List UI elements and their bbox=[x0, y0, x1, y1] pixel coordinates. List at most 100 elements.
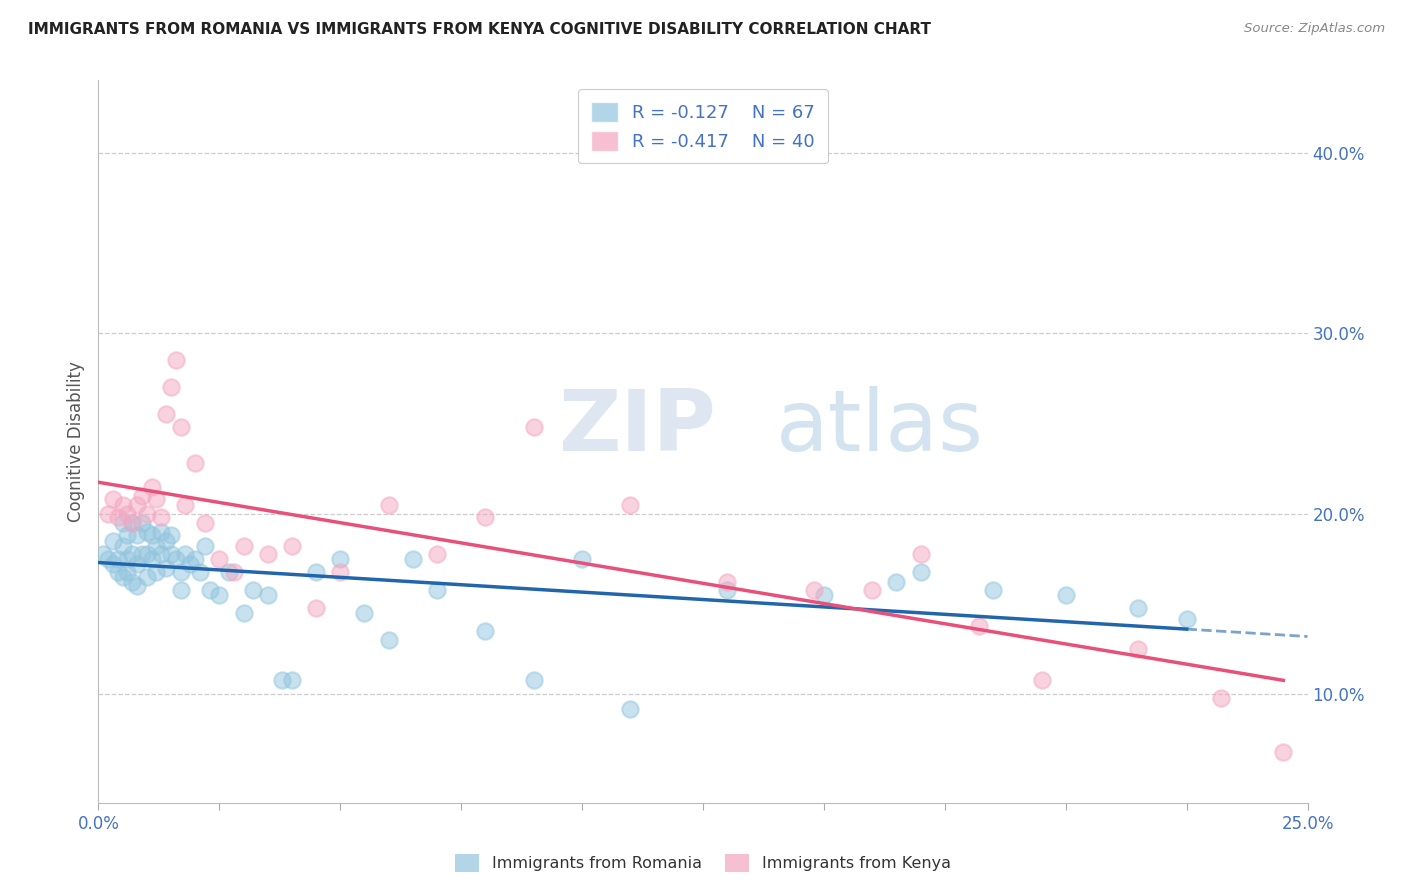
Point bbox=[232, 539, 254, 553]
Point bbox=[305, 600, 328, 615]
Legend: R = -0.127    N = 67, R = -0.417    N = 40: R = -0.127 N = 67, R = -0.417 N = 40 bbox=[578, 89, 828, 163]
Point bbox=[281, 539, 304, 553]
Point bbox=[474, 624, 496, 639]
Point bbox=[377, 498, 399, 512]
Point bbox=[131, 547, 153, 561]
Point bbox=[155, 533, 177, 548]
Point bbox=[150, 524, 173, 539]
Point bbox=[716, 582, 738, 597]
Point bbox=[121, 575, 143, 590]
Point bbox=[111, 539, 134, 553]
Point bbox=[131, 516, 153, 530]
Point bbox=[803, 582, 825, 597]
Point bbox=[426, 582, 449, 597]
Point bbox=[967, 619, 990, 633]
Point bbox=[619, 702, 641, 716]
Point bbox=[329, 552, 352, 566]
Point bbox=[111, 516, 134, 530]
Point bbox=[145, 492, 167, 507]
Point bbox=[141, 480, 163, 494]
Text: ZIP: ZIP bbox=[558, 385, 716, 468]
Point bbox=[121, 516, 143, 530]
Point bbox=[377, 633, 399, 648]
Point bbox=[256, 588, 278, 602]
Point bbox=[184, 552, 207, 566]
Point bbox=[523, 420, 546, 434]
Point bbox=[218, 565, 240, 579]
Point bbox=[145, 539, 167, 553]
Point bbox=[165, 552, 187, 566]
Point bbox=[155, 561, 177, 575]
Point bbox=[150, 510, 173, 524]
Point bbox=[97, 552, 120, 566]
Point bbox=[910, 547, 932, 561]
Point bbox=[111, 498, 134, 512]
Text: atlas: atlas bbox=[776, 385, 984, 468]
Point bbox=[141, 528, 163, 542]
Point bbox=[981, 582, 1004, 597]
Point bbox=[813, 588, 835, 602]
Point bbox=[101, 492, 124, 507]
Point bbox=[474, 510, 496, 524]
Point bbox=[121, 516, 143, 530]
Point bbox=[117, 507, 139, 521]
Point bbox=[111, 570, 134, 584]
Point bbox=[1175, 611, 1198, 625]
Point bbox=[107, 552, 129, 566]
Point bbox=[160, 547, 183, 561]
Y-axis label: Cognitive Disability: Cognitive Disability bbox=[66, 361, 84, 522]
Point bbox=[571, 552, 593, 566]
Point bbox=[198, 582, 221, 597]
Point bbox=[160, 528, 183, 542]
Point bbox=[145, 565, 167, 579]
Point bbox=[97, 507, 120, 521]
Point bbox=[131, 489, 153, 503]
Point bbox=[127, 528, 149, 542]
Point bbox=[242, 582, 264, 597]
Point bbox=[184, 456, 207, 470]
Point bbox=[174, 498, 197, 512]
Point bbox=[150, 547, 173, 561]
Point bbox=[117, 528, 139, 542]
Point bbox=[117, 565, 139, 579]
Point bbox=[101, 533, 124, 548]
Point bbox=[169, 582, 191, 597]
Point bbox=[716, 575, 738, 590]
Point bbox=[169, 565, 191, 579]
Point bbox=[127, 558, 149, 572]
Point bbox=[271, 673, 294, 687]
Point bbox=[1128, 642, 1150, 657]
Point bbox=[1031, 673, 1053, 687]
Point bbox=[208, 552, 231, 566]
Point bbox=[256, 547, 278, 561]
Point bbox=[107, 565, 129, 579]
Point bbox=[1128, 600, 1150, 615]
Point bbox=[353, 606, 375, 620]
Point bbox=[127, 579, 149, 593]
Point bbox=[305, 565, 328, 579]
Point bbox=[135, 547, 157, 561]
Legend: Immigrants from Romania, Immigrants from Kenya: Immigrants from Romania, Immigrants from… bbox=[447, 847, 959, 880]
Point bbox=[135, 507, 157, 521]
Point bbox=[135, 570, 157, 584]
Point bbox=[860, 582, 883, 597]
Point bbox=[141, 552, 163, 566]
Point bbox=[165, 353, 187, 368]
Point bbox=[107, 510, 129, 524]
Point bbox=[194, 516, 217, 530]
Point bbox=[194, 539, 217, 553]
Point bbox=[232, 606, 254, 620]
Point bbox=[101, 558, 124, 572]
Point bbox=[910, 565, 932, 579]
Point bbox=[117, 552, 139, 566]
Text: IMMIGRANTS FROM ROMANIA VS IMMIGRANTS FROM KENYA COGNITIVE DISABILITY CORRELATIO: IMMIGRANTS FROM ROMANIA VS IMMIGRANTS FR… bbox=[28, 22, 931, 37]
Point bbox=[426, 547, 449, 561]
Text: Source: ZipAtlas.com: Source: ZipAtlas.com bbox=[1244, 22, 1385, 36]
Point bbox=[160, 380, 183, 394]
Point bbox=[886, 575, 908, 590]
Point bbox=[91, 547, 114, 561]
Point bbox=[1054, 588, 1077, 602]
Point bbox=[523, 673, 546, 687]
Point bbox=[169, 420, 191, 434]
Point bbox=[281, 673, 304, 687]
